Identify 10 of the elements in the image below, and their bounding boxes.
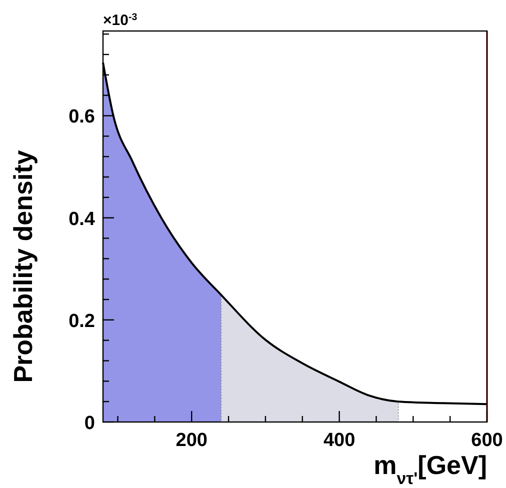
x-tick-label: 200: [176, 430, 208, 451]
text: ×10$^{-3}$: [103, 12, 138, 29]
y-tick-label: 0.2: [68, 310, 95, 332]
x-tick-label: 600: [471, 430, 503, 451]
y-axis-title: Probability density: [8, 150, 38, 383]
x-tick-label: 400: [323, 430, 356, 451]
y-tick-label: 0: [84, 413, 95, 434]
y-tick-label: 0.4: [68, 208, 96, 230]
y-tick-label: 0.6: [68, 106, 95, 128]
x-axis-title: m$_{ν}$$_{τ'}$[GeV]: [374, 450, 487, 488]
